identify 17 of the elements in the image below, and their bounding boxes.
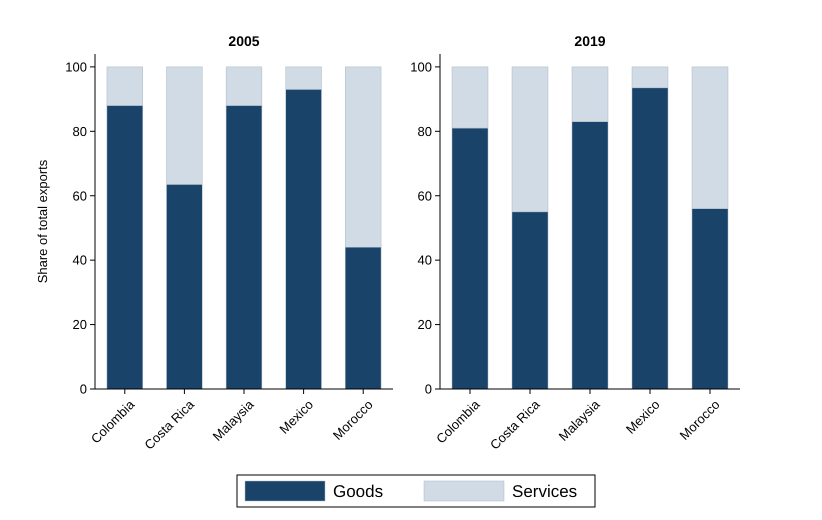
y-tick-label: 100	[410, 59, 432, 74]
y-tick-label: 60	[72, 188, 87, 204]
y-axis-title: Share of total exports	[35, 159, 50, 284]
y-tick-label: 80	[418, 124, 432, 139]
y-tick-label: 20	[418, 317, 432, 332]
y-tick-label: 80	[72, 124, 87, 139]
y-tick-label: 100	[65, 59, 87, 74]
y-tick-label: 60	[418, 188, 432, 204]
y-tick-label: 40	[72, 252, 87, 268]
chart-title: 2019	[574, 33, 606, 49]
y-tick-label: 0	[424, 382, 432, 397]
y-tick-label: 40	[418, 252, 432, 268]
y-tick-label: 20	[72, 317, 87, 332]
chart-title: 2005	[228, 33, 260, 49]
legend-label: Goods	[333, 482, 384, 501]
legend-label: Services	[512, 482, 578, 501]
y-tick-label: 0	[80, 382, 87, 397]
